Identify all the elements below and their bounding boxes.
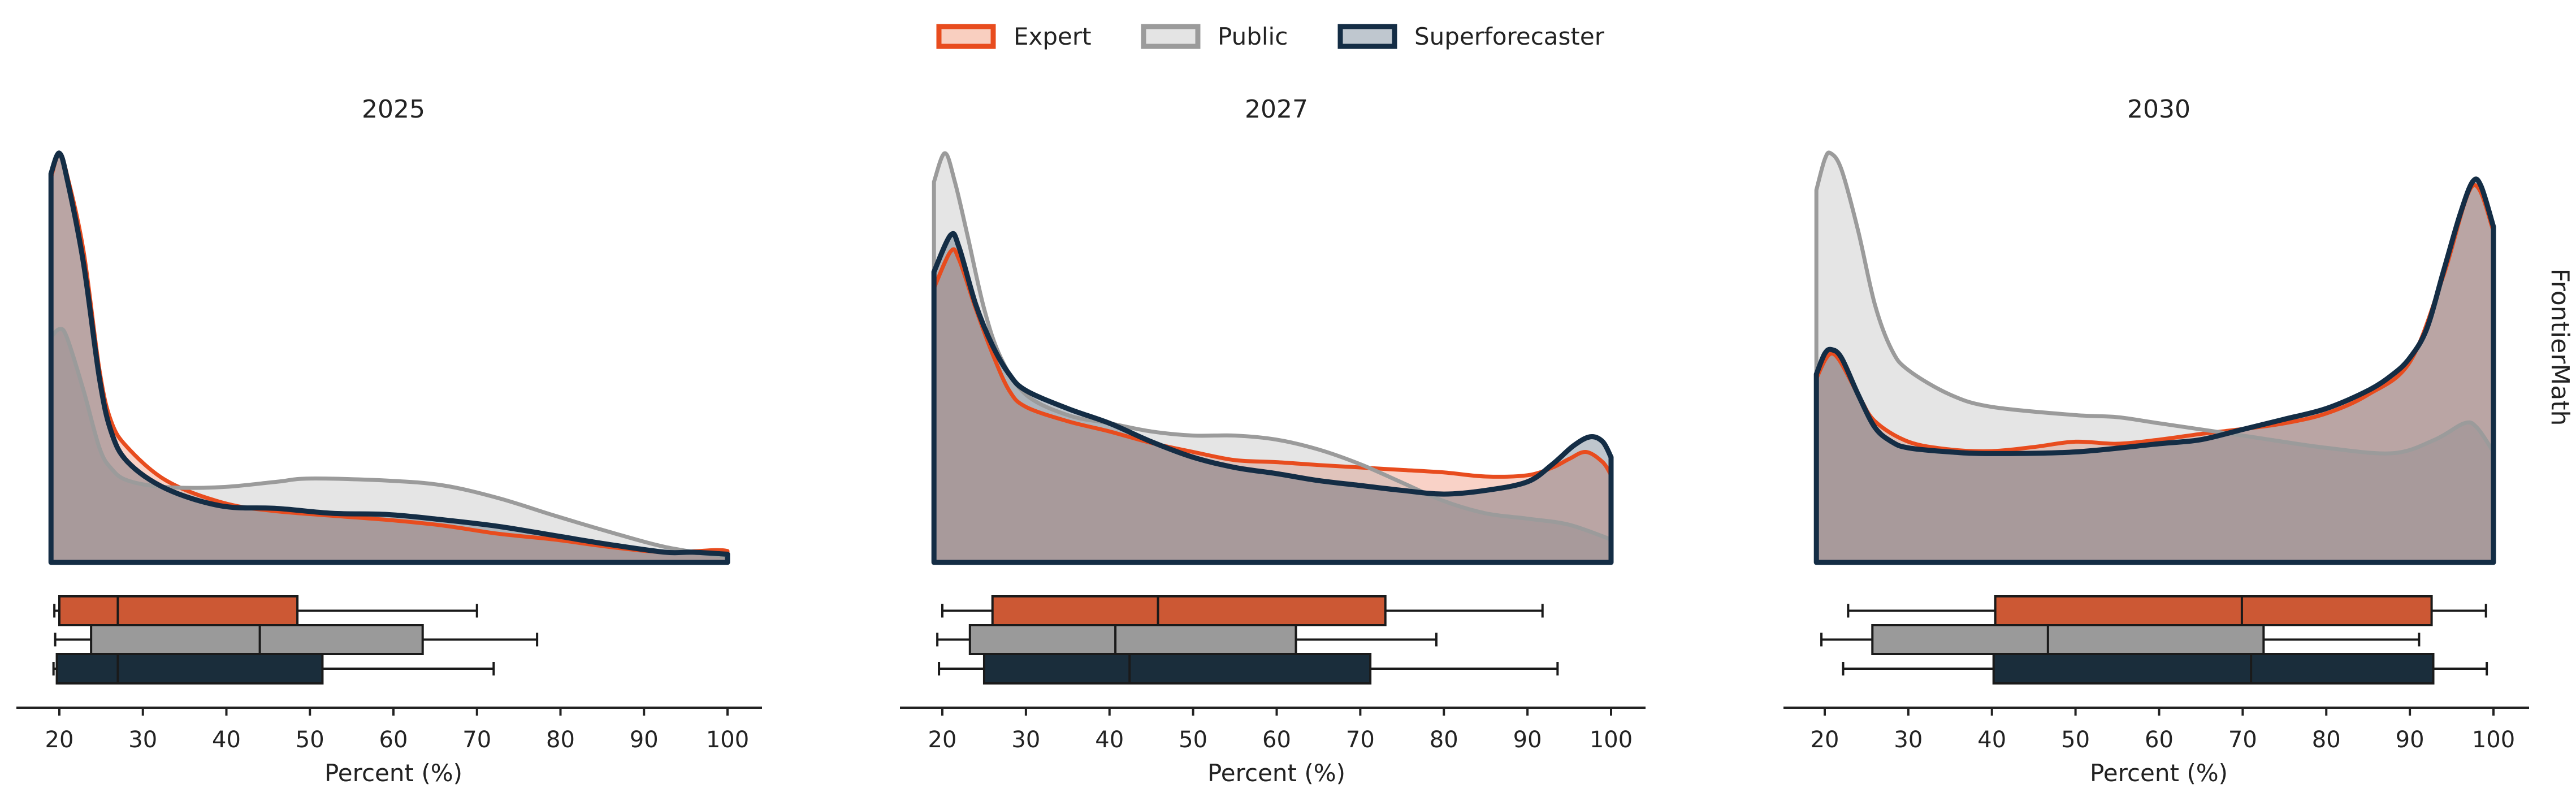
x-tick-label: 70	[462, 727, 491, 753]
boxplot-superforecaster	[1842, 653, 2488, 685]
box-iqr	[58, 595, 299, 626]
x-tick-label: 20	[45, 727, 74, 753]
panel-title: 2025	[362, 95, 425, 124]
boxplot-expert	[53, 595, 478, 626]
panel-title: 2030	[2127, 95, 2190, 124]
panel-2027: 2027 Percent (%) 20 30 40 50 60 70 80 90 100	[900, 95, 1646, 787]
x-tick-label: 30	[1894, 727, 1923, 753]
legend-item-expert: Expert	[936, 23, 1092, 50]
x-tick-label: 20	[1811, 727, 1839, 753]
boxplot-public	[936, 624, 1438, 655]
x-tick-label: 30	[128, 727, 157, 753]
x-tick-label: 60	[1262, 727, 1291, 753]
x-axis-label: Percent (%)	[324, 759, 462, 787]
x-tick-label: 90	[2396, 727, 2425, 753]
box-iqr	[1994, 595, 2433, 626]
x-tick-label: 60	[379, 727, 408, 753]
kde-line-public	[49, 327, 730, 565]
x-tick-label: 100	[706, 727, 749, 753]
x-tick-label: 40	[212, 727, 241, 753]
boxplot-superforecaster	[938, 653, 1559, 685]
kde-area-expert	[1816, 185, 2493, 562]
legend-item-public: Public	[1141, 23, 1288, 50]
legend-label-expert: Expert	[1014, 23, 1092, 50]
legend-swatch-public	[1141, 24, 1201, 49]
x-tick-label: 40	[1977, 727, 2006, 753]
boxplot-expert	[941, 595, 1544, 626]
x-tick-label: 20	[928, 727, 957, 753]
box-iqr	[1871, 624, 2265, 655]
x-tick-label: 80	[546, 727, 575, 753]
x-tick-label: 70	[1346, 727, 1375, 753]
x-tick-label: 90	[1513, 727, 1542, 753]
x-tick-label: 60	[2145, 727, 2174, 753]
x-tick-label: 30	[1011, 727, 1040, 753]
kde-area-expert	[51, 153, 728, 562]
boxplot-superforecaster	[52, 653, 495, 685]
row-label: FrontierMath	[2545, 268, 2574, 426]
panel-2030: 2030 Percent (%) 20 30 40 50 60 70 80 90 100	[1783, 95, 2529, 787]
x-axis-label: Percent (%)	[1207, 759, 1345, 787]
legend-swatch-expert	[936, 24, 996, 49]
x-tick-label: 80	[1430, 727, 1458, 753]
legend-item-superforecaster: Superforecaster	[1337, 23, 1605, 50]
x-tick-label: 40	[1095, 727, 1124, 753]
legend-swatch-superforecaster	[1337, 24, 1397, 49]
panel-2025: 2025 Percent (%) 20 30 40 50 60 70 80 90 100	[16, 95, 762, 787]
kde-line-public	[932, 151, 1613, 565]
box-iqr	[55, 653, 324, 685]
x-tick-label: 80	[2312, 727, 2341, 753]
x-tick-label: 50	[296, 727, 324, 753]
box-iqr	[968, 624, 1297, 655]
kde-area-public	[934, 153, 1611, 562]
x-tick-label: 50	[2061, 727, 2090, 753]
boxplot-public	[54, 624, 539, 655]
kde-area-expert	[934, 249, 1611, 562]
kde-area-public	[1816, 152, 2493, 563]
x-tick-label: 100	[1590, 727, 1633, 753]
kde-area-superforecaster	[51, 153, 728, 562]
kde-line-superforecaster	[48, 150, 730, 565]
kde-line-public	[1814, 150, 2496, 565]
legend-label-public: Public	[1218, 23, 1288, 50]
x-tick-label: 70	[2228, 727, 2257, 753]
box-iqr	[1992, 653, 2435, 685]
x-tick-label: 100	[2472, 727, 2515, 753]
kde-area-superforecaster	[1816, 179, 2493, 562]
box-iqr	[90, 624, 424, 655]
kde-area-superforecaster	[934, 233, 1611, 563]
legend-label-superforecaster: Superforecaster	[1414, 23, 1605, 50]
boxplot-public	[1820, 624, 2421, 655]
boxplot-expert	[1847, 595, 2487, 626]
x-tick-label: 90	[630, 727, 659, 753]
x-axis-label: Percent (%)	[2090, 759, 2228, 787]
panel-title: 2027	[1245, 95, 1308, 124]
kde-line-superforecaster	[1813, 176, 2496, 565]
x-tick-label: 50	[1179, 727, 1207, 753]
legend: Expert Public Superforecaster	[936, 23, 1605, 50]
box-iqr	[991, 595, 1387, 626]
kde-line-superforecaster	[931, 231, 1614, 565]
box-iqr	[982, 653, 1372, 685]
